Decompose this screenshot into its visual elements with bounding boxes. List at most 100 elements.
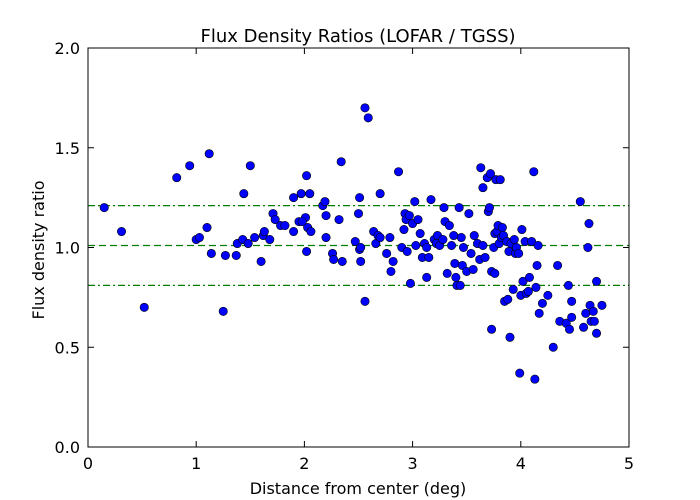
data-point xyxy=(480,252,490,262)
data-point xyxy=(575,197,585,207)
y-axis-label: Flux density ratio xyxy=(29,181,48,320)
data-point xyxy=(583,243,593,253)
data-point xyxy=(305,189,315,199)
data-point xyxy=(530,374,540,384)
data-point xyxy=(518,276,528,286)
data-point xyxy=(592,328,602,338)
data-point xyxy=(220,250,230,260)
data-point xyxy=(527,237,537,247)
data-point xyxy=(469,231,479,241)
data-point xyxy=(337,256,347,266)
data-point xyxy=(592,276,602,286)
data-point xyxy=(185,161,195,171)
data-point xyxy=(532,260,542,270)
data-point xyxy=(484,203,494,213)
data-point xyxy=(466,248,476,258)
data-point xyxy=(567,296,577,306)
data-point xyxy=(548,342,558,352)
data-point xyxy=(563,280,573,290)
data-point xyxy=(490,268,500,278)
data-point xyxy=(411,241,421,251)
data-point xyxy=(336,157,346,167)
data-point xyxy=(505,332,515,342)
data-point xyxy=(553,260,563,270)
data-point xyxy=(468,264,478,274)
data-point xyxy=(523,286,533,296)
data-point xyxy=(534,308,544,318)
data-point xyxy=(529,167,539,177)
data-point xyxy=(245,161,255,171)
x-tick-label: 2 xyxy=(299,454,309,473)
data-point xyxy=(329,254,339,264)
data-point xyxy=(353,209,363,219)
data-point xyxy=(218,306,228,316)
chart-title: Flux Density Ratios (LOFAR / TGSS) xyxy=(200,26,515,47)
data-point xyxy=(270,215,280,225)
data-point xyxy=(524,272,534,282)
x-tick-label: 3 xyxy=(408,454,418,473)
data-point xyxy=(410,197,420,207)
data-point xyxy=(375,233,385,243)
data-point xyxy=(497,223,507,233)
x-tick-label: 1 xyxy=(191,454,201,473)
data-point xyxy=(531,282,541,292)
data-point xyxy=(454,203,464,213)
data-point xyxy=(486,169,496,179)
data-point xyxy=(422,272,432,282)
data-point xyxy=(265,235,275,245)
data-point xyxy=(320,197,330,207)
data-point xyxy=(204,149,214,159)
y-tick-label: 1.5 xyxy=(55,139,80,158)
data-point xyxy=(363,113,373,123)
data-point xyxy=(360,296,370,306)
data-point xyxy=(356,243,366,253)
data-points xyxy=(99,103,607,384)
data-point xyxy=(584,219,594,229)
data-point xyxy=(117,227,127,237)
data-point xyxy=(256,256,266,266)
data-point xyxy=(243,239,253,249)
y-tick-label: 1.0 xyxy=(55,239,80,258)
data-point xyxy=(458,243,468,253)
data-point xyxy=(388,256,398,266)
data-point xyxy=(321,233,331,243)
data-point xyxy=(321,211,331,221)
data-point xyxy=(447,241,457,251)
x-axis-label: Distance from center (deg) xyxy=(250,479,467,498)
data-point xyxy=(509,235,519,245)
y-tick-label: 2.0 xyxy=(55,39,80,58)
data-point xyxy=(564,324,574,334)
data-point xyxy=(589,316,599,326)
data-point xyxy=(438,235,448,245)
data-point xyxy=(455,280,465,290)
data-point xyxy=(172,173,182,183)
data-point xyxy=(517,225,527,235)
data-point xyxy=(139,302,149,312)
data-point xyxy=(360,103,370,113)
data-point xyxy=(250,233,260,243)
data-point xyxy=(456,233,466,243)
data-point xyxy=(567,312,577,322)
data-point xyxy=(99,203,109,213)
data-point xyxy=(537,298,547,308)
data-point xyxy=(350,237,360,247)
data-point xyxy=(194,233,204,243)
data-point xyxy=(296,189,306,199)
x-tick-label: 5 xyxy=(624,454,634,473)
data-point xyxy=(415,229,425,239)
data-point xyxy=(302,171,312,181)
y-tick-label: 0.5 xyxy=(55,338,80,357)
data-point xyxy=(442,268,452,278)
data-point xyxy=(202,223,212,233)
data-point xyxy=(289,193,299,203)
data-point xyxy=(404,211,414,221)
data-point xyxy=(259,227,269,237)
data-point xyxy=(424,252,434,262)
x-axis-ticks: 0 1 2 3 4 5 xyxy=(83,48,634,473)
x-tick-label: 0 xyxy=(83,454,93,473)
data-point xyxy=(422,243,432,253)
data-point xyxy=(306,227,316,237)
y-axis-ticks: 0.0 0.5 1.0 1.5 2.0 xyxy=(55,39,629,457)
data-point xyxy=(597,300,607,310)
